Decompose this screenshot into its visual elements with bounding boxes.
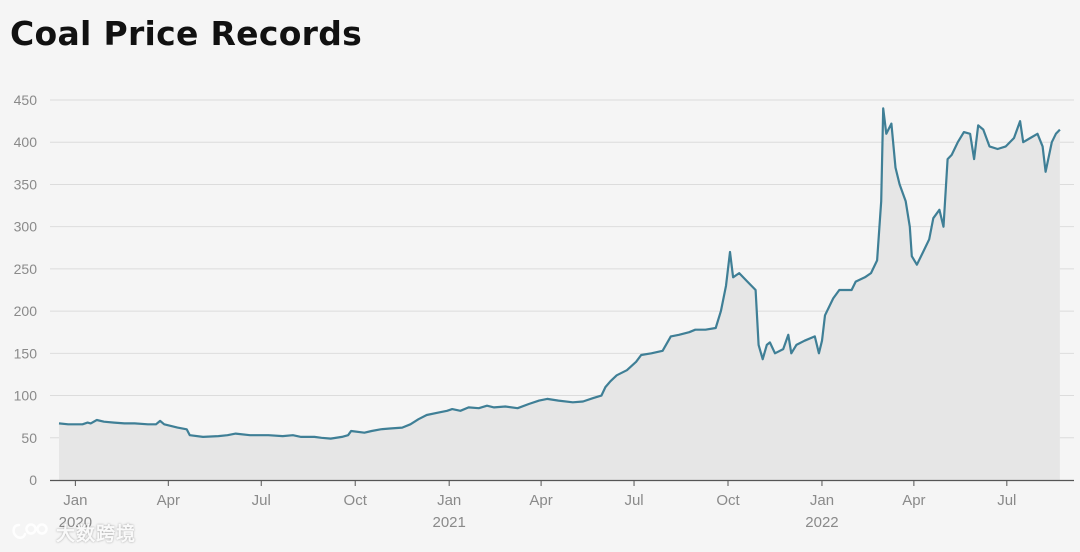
x-tick-label: Jan — [63, 492, 87, 509]
series-line — [58, 107, 1061, 440]
x-tick-year-label: 2021 — [432, 514, 465, 531]
watermark-text: 大数跨境 — [56, 522, 137, 545]
chart-title: Coal Price Records — [10, 14, 363, 53]
y-tick-label: 350 — [14, 176, 38, 192]
x-tick-label: Apr — [529, 492, 552, 509]
x-tick-label: Jan — [437, 492, 461, 509]
y-axis: 0 50 100 150 200 250 300 350 400 450 — [14, 92, 38, 488]
x-tick-year-label: 2020 — [59, 514, 92, 531]
y-tick-label: 200 — [14, 303, 38, 319]
y-tick-label: 300 — [14, 219, 38, 235]
y-tick-label: 400 — [14, 134, 38, 150]
x-tick-label: Oct — [716, 492, 740, 509]
brand-logo-icon — [12, 523, 48, 539]
y-tick-label: 100 — [14, 388, 38, 404]
watermark: 大数跨境 — [10, 518, 136, 546]
x-tick-label: Jan — [810, 492, 834, 509]
y-tick-label: 150 — [14, 345, 38, 361]
x-tick-label: Jul — [997, 492, 1016, 509]
x-axis: Jan 2020 Apr Jul Oct Jan 2021 Apr Jul Oct Jan 2022 A… — [59, 480, 1016, 531]
y-tick-label: 0 — [29, 472, 37, 488]
x-tick-label: Jul — [624, 492, 643, 509]
y-tick-label: 50 — [21, 430, 37, 446]
x-tick-label: Apr — [157, 492, 180, 509]
x-tick-label: Oct — [344, 492, 368, 509]
x-tick-year-label: 2022 — [805, 514, 838, 531]
y-tick-label: 450 — [14, 92, 38, 108]
y-tick-label: 250 — [14, 261, 38, 277]
series-area — [59, 108, 1060, 481]
x-tick-label: Jul — [252, 492, 271, 509]
x-tick-label: Apr — [902, 492, 925, 509]
